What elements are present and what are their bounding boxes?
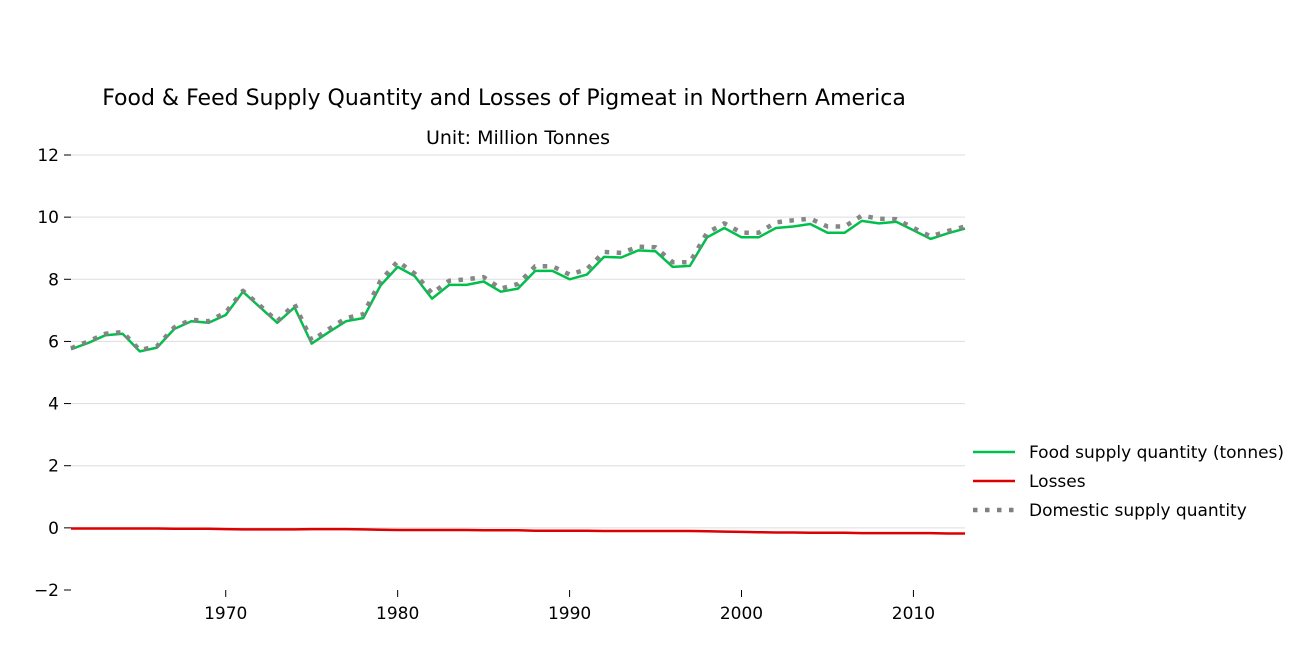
grid-lines: [71, 154, 965, 529]
series-line-1: [71, 527, 965, 535]
x-tick-label: 1980: [376, 604, 419, 624]
x-tick-label: 2010: [892, 604, 935, 624]
y-tick-label: −2: [34, 581, 59, 601]
legend-label: Food supply quantity (tonnes): [1029, 443, 1284, 463]
chart-title: Food & Feed Supply Quantity and Losses o…: [102, 86, 906, 111]
x-tick-label: 2000: [720, 604, 763, 624]
y-tick-label: 6: [48, 332, 59, 352]
y-tick-label: 12: [37, 146, 59, 166]
y-tick-label: 0: [48, 519, 59, 539]
legend-label: Domestic supply quantity: [1029, 501, 1247, 521]
series-line-2: [70, 213, 966, 353]
plot-lines: [70, 213, 966, 535]
y-tick-label: 2: [48, 457, 59, 477]
y-tick-label: 4: [48, 395, 59, 415]
x-axis: 1970 1980 1990 2000 2010: [204, 590, 935, 624]
y-tick-label: 8: [48, 270, 59, 290]
legend: Food supply quantity (tonnes) Losses Domes…: [973, 443, 1284, 521]
y-axis: −2 0 2 4 6 8 10 12: [34, 146, 71, 601]
x-tick-label: 1970: [204, 604, 247, 624]
chart-subtitle: Unit: Million Tonnes: [426, 127, 610, 149]
legend-label: Losses: [1029, 472, 1086, 492]
y-tick-label: 10: [37, 208, 59, 228]
x-tick-label: 1990: [548, 604, 591, 624]
